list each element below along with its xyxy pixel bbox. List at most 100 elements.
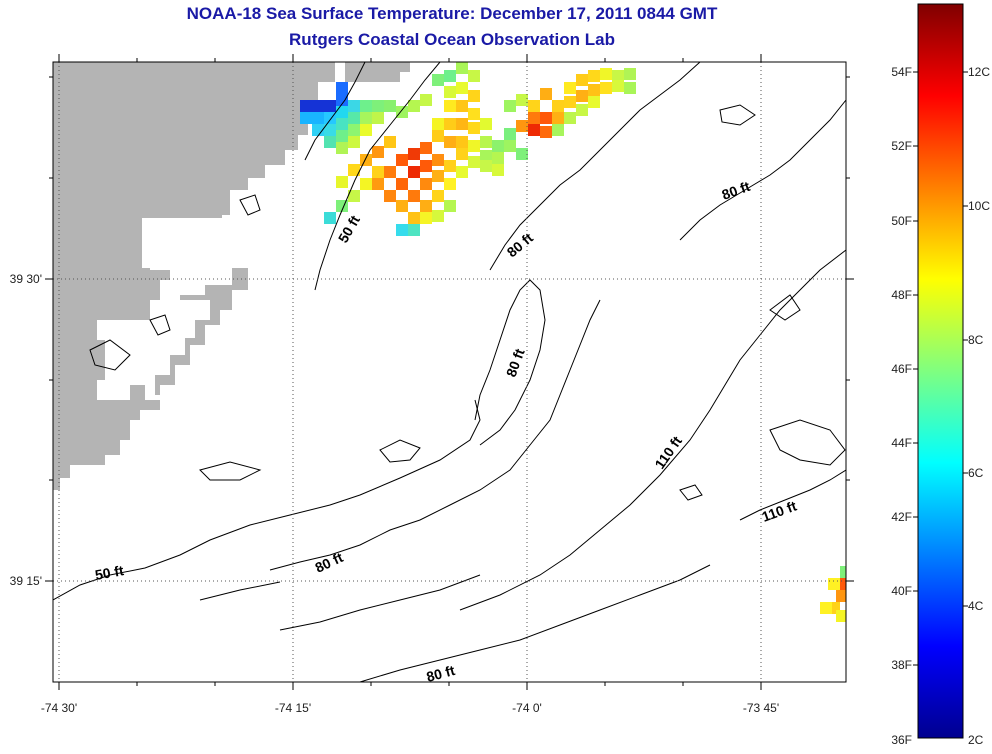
sst-pixel <box>420 142 432 154</box>
sst-pixel <box>624 68 636 80</box>
y-tick-label: 39 15' <box>10 574 42 588</box>
x-tick-label: -74 30' <box>41 701 77 715</box>
sst-pixel <box>372 146 384 158</box>
sst-pixel <box>840 578 846 590</box>
sst-pixel <box>420 160 432 172</box>
colorbar-ticks <box>913 71 968 666</box>
contour-80ft-d <box>679 99 846 241</box>
sst-pixel <box>492 164 504 176</box>
sst-pixel <box>384 166 396 178</box>
contour-label-50ft: 50 ft <box>94 562 125 583</box>
map-title: NOAA-18 Sea Surface Temperature: Decembe… <box>186 4 718 23</box>
sst-pixel <box>324 124 336 136</box>
sst-pixel <box>456 82 468 94</box>
sst-pixel <box>444 100 456 112</box>
sst-pixel <box>420 178 432 190</box>
sst-pixel <box>360 100 372 112</box>
sst-pixel <box>420 212 432 224</box>
sst-pixel <box>408 148 420 160</box>
contour-80ft-e <box>359 564 711 682</box>
sst-pixel <box>504 100 516 112</box>
sst-pixel <box>432 118 444 130</box>
sst-pixel <box>348 136 360 148</box>
sst-pixel <box>336 130 348 142</box>
sst-pixel <box>360 178 372 190</box>
contour-misc-8 <box>239 194 261 216</box>
land-mass <box>53 62 335 490</box>
sst-pixel <box>564 82 576 94</box>
colorbar-label-f: 38F <box>891 658 912 672</box>
contour-misc-6 <box>769 294 801 321</box>
contour-50ft-south <box>53 399 481 601</box>
sst-pixel <box>432 74 444 86</box>
sst-pixel <box>432 210 444 222</box>
sst-pixel <box>336 94 348 106</box>
y-tick-label: 39 30' <box>10 272 42 286</box>
sst-pixel <box>444 70 456 82</box>
sst-pixel <box>480 150 492 162</box>
x-tick-label: -74 0' <box>512 701 542 715</box>
sst-pixel <box>456 166 468 178</box>
sst-pixel <box>408 212 420 224</box>
colorbar <box>917 3 964 739</box>
sst-pixel <box>420 200 432 212</box>
colorbar-label-f: 54F <box>891 65 912 79</box>
sst-pixel <box>324 100 336 112</box>
sst-pixel <box>348 164 360 176</box>
sst-pixel <box>624 82 636 94</box>
contour-80ft-b <box>474 279 546 446</box>
sst-pixel <box>396 224 408 236</box>
sst-pixel <box>372 112 384 124</box>
sst-pixel <box>828 578 840 590</box>
colorbar-label-c: 6C <box>968 466 984 480</box>
sst-pixel <box>336 82 348 94</box>
sst-pixel <box>540 126 552 138</box>
sst-pixel <box>408 166 420 178</box>
sst-pixel <box>324 136 336 148</box>
sst-pixel <box>576 104 588 116</box>
colorbar-label-f: 44F <box>891 436 912 450</box>
sst-pixel <box>312 124 324 136</box>
sst-pixel <box>480 136 492 148</box>
sst-pixel <box>468 140 480 152</box>
sst-pixel <box>576 90 588 102</box>
colorbar-label-f: 42F <box>891 510 912 524</box>
colorbar-label-f: 48F <box>891 288 912 302</box>
sst-pixel <box>588 70 600 82</box>
sst-pixel <box>360 112 372 124</box>
colorbar-label-c: 2C <box>968 733 984 747</box>
sst-pixel <box>396 200 408 212</box>
sst-pixel <box>372 178 384 190</box>
sst-pixel <box>360 154 372 166</box>
contour-misc-3 <box>719 104 756 126</box>
contour-110ft <box>459 249 846 611</box>
sst-pixel <box>432 154 444 166</box>
sst-pixel <box>820 602 832 614</box>
sst-pixel <box>600 82 612 94</box>
sst-pixel <box>516 94 528 106</box>
sst-pixel <box>456 100 468 112</box>
sst-pixel <box>612 70 624 82</box>
sst-pixel <box>444 200 456 212</box>
grid-lines <box>53 62 846 682</box>
sst-pixel <box>372 166 384 178</box>
sst-pixel <box>360 124 372 136</box>
colorbar-label-f: 50F <box>891 214 912 228</box>
contour-misc-4 <box>679 484 703 501</box>
sst-pixel <box>420 94 432 106</box>
sst-pixel <box>336 118 348 130</box>
sst-pixel <box>456 148 468 160</box>
land-patch <box>160 268 248 300</box>
map-subtitle: Rutgers Coastal Ocean Observation Lab <box>289 30 615 49</box>
contour-50ft-north-b <box>304 62 366 161</box>
sst-pixel <box>540 112 552 124</box>
sst-pixel <box>396 154 408 166</box>
sst-pixel <box>468 108 480 120</box>
sst-pixel <box>408 224 420 236</box>
contour-south-f <box>279 574 481 631</box>
contour-misc-9 <box>149 314 171 336</box>
sst-pixel <box>444 160 456 172</box>
tick-marks <box>45 54 854 690</box>
sst-pixel <box>324 112 336 124</box>
